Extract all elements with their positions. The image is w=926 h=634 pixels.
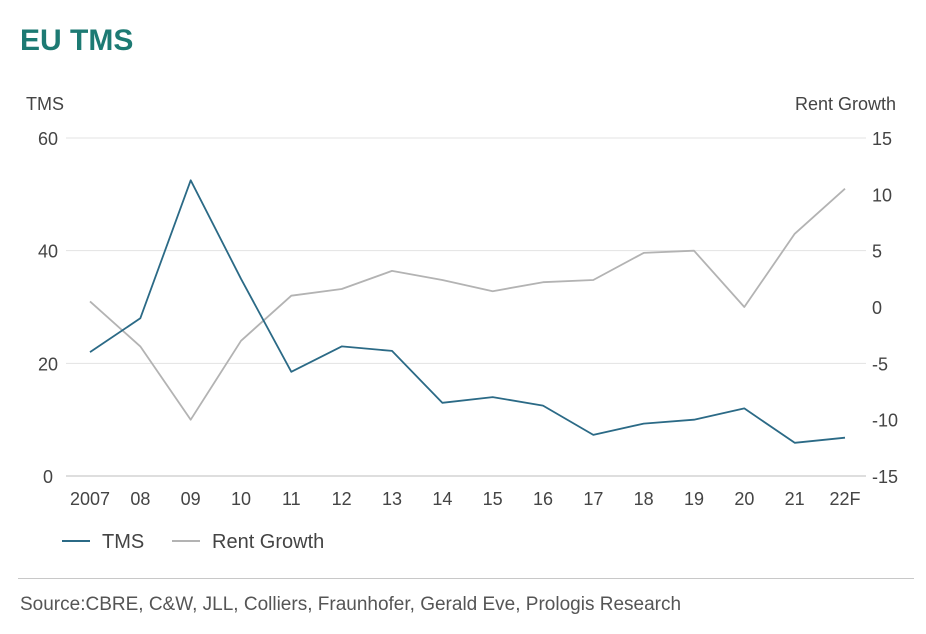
x-tick-label: 18 bbox=[634, 489, 654, 509]
left-tick-label: 60 bbox=[38, 129, 58, 149]
x-tick-label: 16 bbox=[533, 489, 553, 509]
left-axis-ticks: 60 40 20 0 bbox=[38, 129, 58, 487]
x-tick-label: 10 bbox=[231, 489, 251, 509]
x-tick-label: 14 bbox=[432, 489, 452, 509]
right-tick-label: -10 bbox=[872, 411, 898, 431]
left-tick-label: 0 bbox=[43, 467, 53, 487]
right-axis-label: Rent Growth bbox=[795, 94, 896, 114]
x-tick-label: 11 bbox=[282, 489, 301, 509]
right-tick-label: 5 bbox=[872, 242, 882, 262]
legend: TMS Rent Growth bbox=[62, 531, 324, 553]
x-tick-label: 12 bbox=[332, 489, 352, 509]
x-tick-label: 22F bbox=[829, 489, 860, 509]
x-tick-label: 21 bbox=[785, 489, 805, 509]
right-tick-label: -5 bbox=[872, 354, 888, 374]
chart: TMS Rent Growth 60 40 20 0 15 10 5 0 -5 -10 -15 2… bbox=[26, 94, 898, 553]
legend-label: TMS bbox=[102, 531, 144, 553]
right-tick-label: 15 bbox=[872, 129, 892, 149]
x-axis-ticks: 2007 08 09 10 11 12 13 14 15 16 17 18 19 20 21 22F bbox=[70, 489, 861, 509]
left-axis-label: TMS bbox=[26, 94, 64, 114]
right-tick-label: 0 bbox=[872, 298, 882, 318]
x-tick-label: 20 bbox=[734, 489, 754, 509]
chart-title: EU TMS bbox=[20, 24, 134, 57]
right-axis-ticks: 15 10 5 0 -5 -10 -15 bbox=[872, 129, 898, 487]
divider bbox=[18, 578, 914, 579]
x-tick-label: 19 bbox=[684, 489, 704, 509]
series-line-tms bbox=[89, 179, 846, 444]
left-tick-label: 40 bbox=[38, 242, 58, 262]
left-tick-label: 20 bbox=[38, 354, 58, 374]
series-layer bbox=[89, 179, 846, 444]
x-tick-label: 13 bbox=[382, 489, 402, 509]
x-tick-label: 15 bbox=[483, 489, 503, 509]
x-tick-label: 2007 bbox=[70, 489, 110, 509]
right-tick-label: 10 bbox=[872, 185, 892, 205]
x-tick-label: 09 bbox=[181, 489, 201, 509]
series-line-rent-growth bbox=[89, 188, 846, 421]
x-tick-label: 08 bbox=[130, 489, 150, 509]
x-tick-label: 17 bbox=[583, 489, 603, 509]
legend-label: Rent Growth bbox=[212, 531, 324, 553]
source-note: Source:CBRE, C&W, JLL, Colliers, Fraunho… bbox=[20, 594, 682, 615]
right-tick-label: -15 bbox=[872, 467, 898, 487]
grid-layer bbox=[66, 137, 866, 477]
